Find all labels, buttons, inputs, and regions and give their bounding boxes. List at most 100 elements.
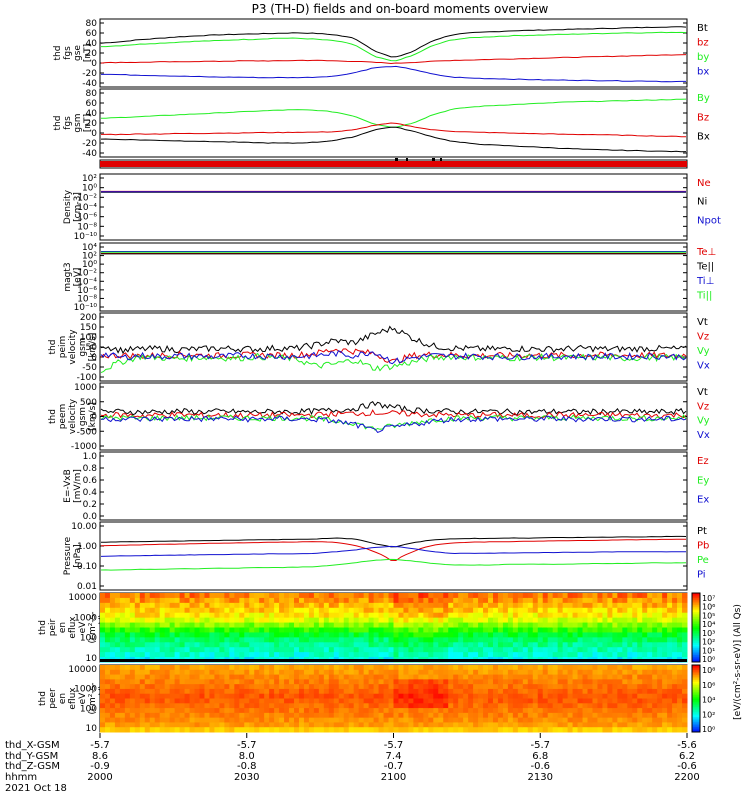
heatmap-cell [104, 698, 111, 704]
heatmap-cell [358, 712, 365, 719]
series-Vz [100, 348, 687, 364]
colorbar-tick: 10⁸ [702, 666, 715, 675]
heatmap-cell [234, 607, 240, 614]
heatmap-cell [279, 665, 285, 671]
heatmap-cell [492, 652, 499, 658]
y-tick-label: 1000 [74, 685, 97, 695]
heatmap-cell [100, 627, 106, 633]
heatmap-cell [204, 652, 210, 658]
heatmap-cell [667, 703, 673, 709]
heatmap-cell [517, 607, 524, 614]
heatmap-cell [463, 703, 469, 709]
heatmap-cell [323, 622, 330, 628]
heatmap-cell [492, 712, 499, 719]
heatmap-cell [358, 665, 365, 671]
heatmap-cell [468, 612, 474, 619]
heatmap-cell [527, 722, 534, 728]
heatmap-cell [572, 617, 579, 624]
heatmap-cell [527, 607, 534, 614]
heatmap-cell [363, 669, 370, 676]
colorbar-cell [692, 622, 700, 625]
heatmap-cell [254, 722, 260, 728]
heatmap-cell [507, 617, 514, 624]
heatmap-cell [547, 693, 554, 699]
heatmap-cell [119, 727, 126, 733]
heatmap-cell [632, 674, 638, 680]
x-tick-label-y: 8.6 [92, 751, 108, 762]
heatmap-cell [652, 674, 658, 680]
heatmap-cell [602, 698, 608, 704]
heatmap-cell [662, 607, 668, 614]
heatmap-cell [358, 597, 365, 604]
heatmap-cell [672, 637, 678, 643]
colorbar-cell [692, 644, 700, 647]
heatmap-cell [274, 637, 280, 643]
heatmap-cell [602, 652, 608, 658]
heatmap-cell [468, 727, 474, 733]
heatmap-cell [184, 602, 191, 609]
heatmap-cell [637, 674, 643, 680]
heatmap-cell [129, 622, 136, 628]
colorbar-cell [692, 675, 700, 678]
heatmap-cell [627, 674, 633, 680]
heatmap-cell [159, 617, 166, 624]
heatmap-cell [582, 637, 589, 643]
heatmap-cell [413, 622, 419, 628]
heatmap-cell [418, 722, 424, 728]
heatmap-cell [408, 593, 414, 599]
legend-Ey: Ey [697, 475, 709, 486]
heatmap-cell [532, 602, 539, 609]
heatmap-cell [453, 703, 459, 709]
colorbar-cell [692, 634, 700, 637]
heatmap-cell [682, 622, 688, 628]
heatmap-cell [358, 637, 365, 643]
heatmap-cell [159, 607, 166, 614]
heatmap-cell [458, 602, 464, 609]
heatmap-cell [313, 593, 320, 599]
heatmap-cell [418, 637, 424, 643]
heatmap-cell [239, 712, 245, 719]
heatmap-cell [642, 684, 648, 690]
heatmap-cell [507, 693, 514, 699]
heatmap-cell [279, 693, 285, 699]
heatmap-cell [323, 693, 330, 699]
heatmap-cell [507, 622, 514, 628]
heatmap-cell [174, 627, 181, 633]
colorbar-cell [692, 611, 700, 615]
heatmap-cell [179, 665, 186, 671]
heatmap-cell [139, 722, 146, 728]
heatmap-cell [682, 642, 688, 648]
heatmap-cell [483, 647, 489, 653]
heatmap-cell [627, 602, 633, 609]
heatmap-cell [682, 647, 688, 653]
heatmap-cell [224, 632, 230, 638]
heatmap-cell [502, 693, 509, 699]
heatmap-cell [298, 622, 305, 628]
heatmap-cell [483, 703, 489, 709]
heatmap-cell [468, 688, 474, 695]
heatmap-cell [483, 669, 489, 676]
heatmap-cell [373, 693, 380, 699]
heatmap-cell [622, 652, 628, 658]
heatmap-cell [298, 669, 305, 676]
heatmap-cell [642, 637, 648, 643]
heatmap-cell [657, 665, 663, 671]
heatmap-cell [517, 727, 524, 733]
heatmap-cell [289, 688, 295, 695]
heatmap-cell [517, 722, 524, 728]
heatmap-cell [174, 637, 181, 643]
heatmap-cell [244, 632, 250, 638]
heatmap-cell [662, 717, 668, 723]
heatmap-cell [194, 669, 200, 676]
heatmap-cell [134, 693, 141, 699]
heatmap-cell [264, 679, 270, 685]
heatmap-cell [592, 717, 598, 723]
heatmap-cell [383, 674, 390, 680]
x-tick-label-z: -0.6 [677, 761, 697, 772]
heatmap-cell [677, 712, 683, 719]
colorbar-tick: 10⁷ [702, 594, 715, 603]
y-tick-label: 0 [91, 129, 97, 139]
heatmap-cell [443, 602, 449, 609]
heatmap-cell [642, 693, 648, 699]
heatmap-cell [368, 652, 375, 658]
